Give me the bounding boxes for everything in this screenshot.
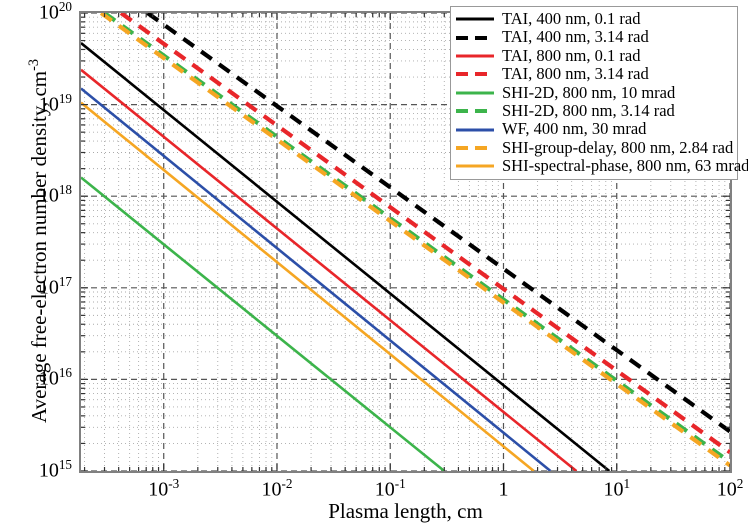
legend-item: SHI-group-delay, 800 nm, 2.84 rad (455, 137, 734, 157)
legend-label: SHI-spectral-phase, 800 nm, 63 mrad (502, 156, 748, 176)
data-series-layer (81, 13, 730, 471)
series-line (81, 42, 611, 471)
legend-swatch (455, 67, 495, 81)
x-axis-tick-label: 10-3 (124, 477, 204, 500)
legend-swatch (455, 141, 495, 155)
legend-item: SHI-2D, 800 nm, 3.14 rad (455, 102, 732, 120)
y-axis-title-exponent: -3 (26, 58, 42, 71)
legend-swatch (455, 159, 495, 173)
tick-mantissa: 10 (261, 478, 282, 501)
series-line (119, 13, 730, 455)
legend-item: TAI, 800 nm, 3.14 rad (455, 65, 732, 83)
legend-label: SHI-group-delay, 800 nm, 2.84 rad (502, 137, 734, 157)
tick-mantissa: 10 (38, 1, 59, 24)
series-line (81, 87, 552, 471)
tick-exponent: 15 (58, 457, 72, 472)
legend-label: TAI, 400 nm, 0.1 rad (502, 8, 641, 28)
legend-label: SHI-2D, 800 nm, 3.14 rad (502, 100, 675, 120)
y-axis-tick-label: 1020 (0, 0, 72, 23)
tick-mantissa: 10 (374, 478, 395, 501)
legend-swatch (455, 104, 495, 118)
legend-item: SHI-spectral-phase, 800 nm, 63 mrad (455, 157, 748, 175)
legend-item: TAI, 400 nm, 0.1 rad (455, 10, 732, 28)
x-axis-tick-label: 101 (577, 477, 657, 500)
legend-swatch (455, 12, 495, 26)
tick-mantissa: 10 (148, 478, 169, 501)
x-axis-title-text: Plasma length, cm (328, 499, 483, 523)
tick-mantissa: 10 (38, 276, 59, 299)
tick-mantissa: 10 (38, 459, 59, 482)
legend-swatch (455, 86, 495, 100)
tick-mantissa: 1 (498, 478, 509, 501)
legend-item: WF, 400 nm, 30 mrad (455, 120, 732, 138)
y-axis-tick-label: 1018 (0, 183, 72, 206)
legend-label: TAI, 800 nm, 0.1 rad (502, 45, 641, 65)
y-axis-title: Average free-electron number density, cm… (26, 6, 52, 476)
tick-exponent: 2 (736, 476, 744, 491)
x-axis-tick-label: 102 (690, 477, 748, 500)
x-axis-tick-label: 1 (463, 477, 543, 500)
tick-mantissa: 10 (716, 478, 737, 501)
series-line (81, 176, 446, 471)
tick-mantissa: 10 (603, 478, 624, 501)
tick-exponent: 16 (58, 365, 72, 381)
legend-item: SHI-2D, 800 nm, 10 mrad (455, 84, 732, 102)
y-axis-tick-label: 1015 (0, 458, 72, 481)
y-axis-tick-label: 1017 (0, 275, 72, 298)
legend-item: TAI, 800 nm, 0.1 rad (455, 47, 732, 65)
series-line (81, 68, 578, 471)
series-line (99, 13, 730, 468)
legend-swatch (455, 49, 495, 63)
legend-label: TAI, 800 nm, 3.14 rad (502, 64, 649, 84)
legend-label: SHI-2D, 800 nm, 10 mrad (502, 82, 676, 102)
x-axis-tick-label: 10-1 (350, 477, 430, 500)
series-line (146, 13, 730, 434)
tick-mantissa: 10 (38, 368, 59, 391)
tick-exponent: -1 (394, 476, 406, 491)
series-line (81, 101, 535, 471)
tick-mantissa: 10 (38, 184, 59, 207)
legend-swatch (455, 123, 495, 137)
legend-label: TAI, 400 nm, 3.14 rad (502, 27, 649, 47)
tick-exponent: 17 (58, 273, 72, 289)
tick-exponent: 18 (58, 182, 72, 198)
tick-mantissa: 10 (38, 93, 59, 116)
series-line (103, 13, 730, 464)
x-axis-tick-label: 10-2 (237, 477, 317, 500)
legend-swatch (455, 31, 495, 45)
tick-exponent: 1 (623, 476, 631, 491)
tick-exponent: -3 (168, 476, 180, 491)
tick-exponent: 19 (58, 90, 72, 106)
y-axis-tick-label: 1016 (0, 366, 72, 389)
tick-exponent: -2 (281, 476, 293, 491)
tick-exponent: 20 (58, 0, 72, 14)
x-axis-title: Plasma length, cm (79, 499, 732, 524)
legend-item: TAI, 400 nm, 3.14 rad (455, 28, 732, 46)
y-axis-tick-label: 1019 (0, 90, 72, 116)
legend-label: WF, 400 nm, 30 mrad (502, 119, 647, 139)
chart-legend: TAI, 400 nm, 0.1 rad TAI, 400 nm, 3.14 ra… (450, 6, 748, 180)
